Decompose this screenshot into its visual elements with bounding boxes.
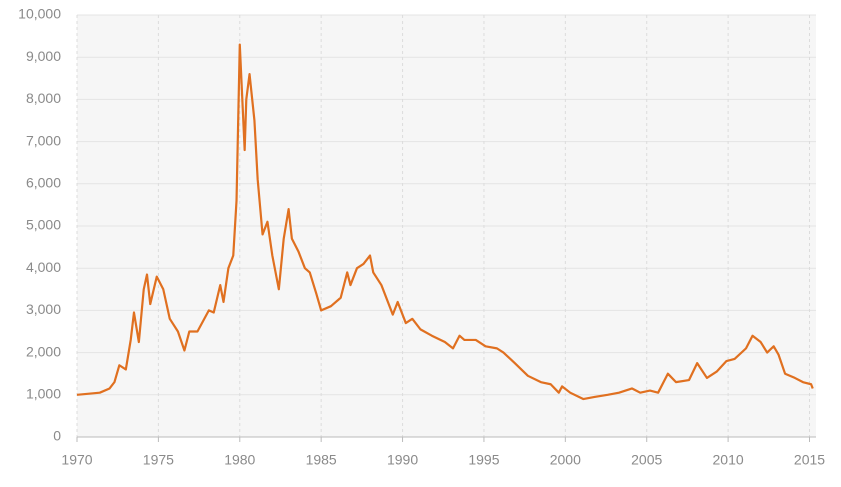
x-tick-label: 2005 bbox=[631, 452, 662, 468]
x-tick-label: 2015 bbox=[794, 452, 825, 468]
x-tick-label: 1975 bbox=[143, 452, 174, 468]
x-tick-label: 2000 bbox=[550, 452, 581, 468]
y-tick-label: 4,000 bbox=[26, 259, 61, 275]
data-line bbox=[76, 43, 814, 401]
y-tick-label: 8,000 bbox=[26, 90, 61, 106]
y-tick-label: 2,000 bbox=[26, 343, 61, 359]
y-tick-label: 1,000 bbox=[26, 386, 61, 402]
y-tick-label: 9,000 bbox=[26, 48, 61, 64]
x-tick-label: 2010 bbox=[713, 452, 744, 468]
x-tick-label: 1985 bbox=[306, 452, 337, 468]
x-tick-label: 1980 bbox=[224, 452, 255, 468]
y-tick-label: 6,000 bbox=[26, 175, 61, 191]
y-tick-label: 10,000 bbox=[18, 6, 61, 22]
x-tick-label: 1990 bbox=[387, 452, 418, 468]
y-tick-label: 7,000 bbox=[26, 132, 61, 148]
y-tick-label: 3,000 bbox=[26, 301, 61, 317]
x-tick-label: 1995 bbox=[468, 452, 499, 468]
x-tick-label: 1970 bbox=[61, 452, 92, 468]
y-tick-label: 0 bbox=[53, 428, 61, 444]
y-tick-label: 5,000 bbox=[26, 217, 61, 233]
